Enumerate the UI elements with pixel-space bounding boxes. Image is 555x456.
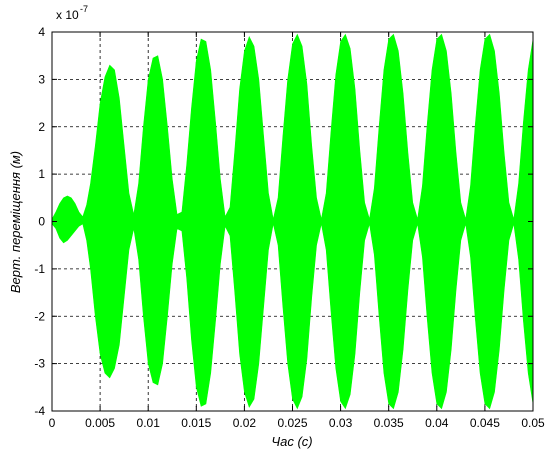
- x-tick-label: 0: [49, 416, 56, 430]
- y-tick-label: 0: [38, 215, 45, 229]
- x-tick-label: 0.005: [85, 416, 115, 430]
- x-tick-label: 0.04: [425, 416, 449, 430]
- x-tick-label: 0.05: [521, 416, 545, 430]
- y-tick-label: -3: [34, 357, 45, 371]
- y-axis-label: Верт. переміщення (м): [8, 151, 23, 293]
- y-tick-label: 1: [38, 167, 45, 181]
- x-tick-label: 0.035: [374, 416, 404, 430]
- x-tick-label: 0.015: [181, 416, 211, 430]
- y-tick-label: -2: [34, 309, 45, 323]
- y-tick-label: -4: [34, 404, 45, 418]
- x-tick-label: 0.02: [233, 416, 257, 430]
- x-axis-label: Час (с): [271, 434, 312, 449]
- y-tick-label: 4: [38, 25, 45, 39]
- tick-layer: 0 0.005 0.01 0.015 0.02 0.025 0.03 0.035 0.04 0.0…: [34, 25, 545, 430]
- y-tick-label: -1: [34, 262, 45, 276]
- x-tick-label: 0.01: [137, 416, 161, 430]
- x-tick-label: 0.03: [329, 416, 353, 430]
- y-tick-label: 3: [38, 72, 45, 86]
- x-tick-label: 0.045: [470, 416, 500, 430]
- y-exponent-power: -7: [80, 4, 88, 14]
- y-tick-label: 2: [38, 120, 45, 134]
- y-exponent: x 10 -7: [56, 4, 88, 22]
- signal-envelope-area: [51, 33, 534, 410]
- data-layer: [51, 33, 534, 410]
- x-tick-label: 0.025: [277, 416, 307, 430]
- y-exponent-base: x 10: [56, 8, 79, 22]
